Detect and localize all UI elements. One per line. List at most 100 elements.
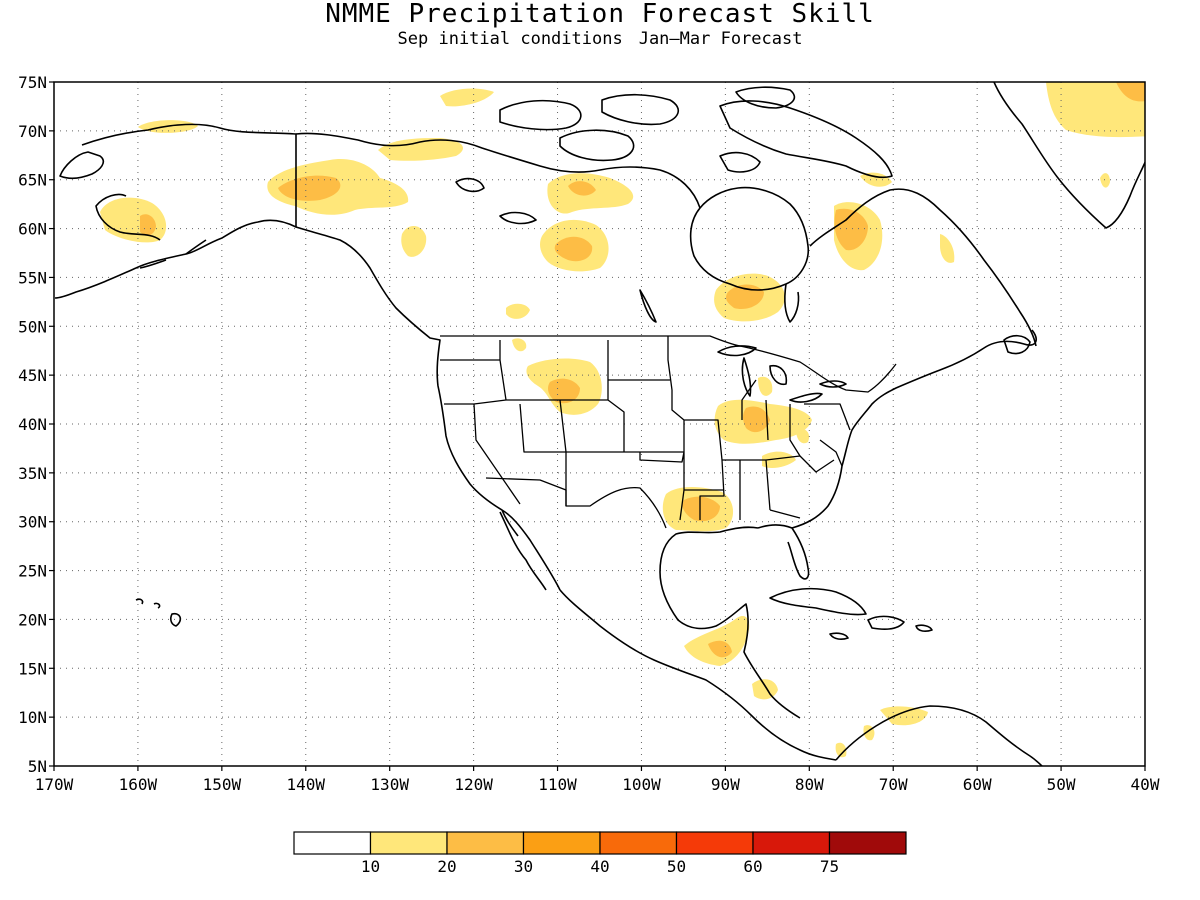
skill-region-louisiana-core <box>682 496 720 522</box>
subtitle-init: Sep initial conditions <box>397 29 623 49</box>
colorbar-label: 20 <box>437 857 456 876</box>
lat-tick-label: 55N <box>18 268 47 287</box>
lon-tick-label: 90W <box>711 775 740 794</box>
lat-tick-label: 25N <box>18 562 47 581</box>
coast-florida <box>757 465 843 580</box>
coast-puerto-rico <box>915 624 933 632</box>
lake-superior <box>717 345 757 357</box>
coast-south-america <box>835 705 1044 766</box>
coast-arctic-islands-a <box>499 99 582 131</box>
coast-arctic-islands-b <box>601 93 680 126</box>
lat-tick-label: 20N <box>18 610 47 629</box>
coastlines <box>54 82 1145 766</box>
lon-tick-label: 120W <box>454 775 493 794</box>
lon-tick-label: 80W <box>795 775 824 794</box>
skill-region-saskatchewan-core <box>554 236 593 262</box>
lon-tick-label: 60W <box>963 775 992 794</box>
lake-erie <box>789 392 823 403</box>
coast-jamaica <box>829 632 849 640</box>
lat-tick-label: 65N <box>18 171 47 190</box>
map-subtitle: Sep initial conditions Jan—Mar Forecast <box>0 29 1200 49</box>
skill-region-montana-core <box>548 378 580 404</box>
skill-region-labrador <box>940 234 955 263</box>
colorbar-label: 75 <box>820 857 839 876</box>
coast-baffin <box>719 100 893 179</box>
political-borders <box>440 335 897 529</box>
colorbar-label: 10 <box>361 857 380 876</box>
great-bear-lake <box>455 177 485 193</box>
skill-region-tennessee <box>762 451 796 468</box>
skill-region-kentucky <box>796 428 810 444</box>
skill-region-greenland-east <box>1100 173 1110 188</box>
lat-tick-label: 70N <box>18 122 47 141</box>
coast-pacific-northwest <box>295 226 561 591</box>
subtitle-forecast: Jan—Mar Forecast <box>638 29 803 49</box>
skill-region-michigan <box>758 376 773 396</box>
lat-lon-grid <box>54 82 1145 766</box>
lon-tick-label: 160W <box>119 775 158 794</box>
lon-tick-label: 50W <box>1047 775 1076 794</box>
skill-region-nwt <box>378 138 463 161</box>
colorbar-swatch <box>522 831 601 855</box>
lon-tick-label: 70W <box>879 775 908 794</box>
lat-tick-label: 35N <box>18 464 47 483</box>
lat-tick-label: 60N <box>18 220 47 239</box>
coast-hispaniola <box>867 615 905 630</box>
skill-region-alaska-core <box>140 214 156 236</box>
skill-region-colombia <box>835 742 847 758</box>
skill-region-greenland-core <box>1116 82 1145 102</box>
skill-region-nicaragua <box>752 679 778 700</box>
great-slave-lake <box>499 211 537 225</box>
skill-region-greenland <box>1046 82 1145 138</box>
coast-newfoundland <box>1003 334 1031 355</box>
colorbar-swatch <box>369 831 448 855</box>
lon-tick-label: 150W <box>203 775 242 794</box>
colorbar-swatch <box>752 831 831 855</box>
skill-region-nunavut-core <box>568 181 596 196</box>
coast-victoria-island <box>559 129 635 162</box>
skill-region-yukon-core <box>278 175 341 201</box>
lat-tick-label: 15N <box>18 659 47 678</box>
coast-gulf <box>659 526 801 719</box>
coast-james-bay <box>784 283 800 323</box>
coast-greenland <box>993 82 1145 229</box>
coast-hawaii <box>135 598 182 627</box>
lat-tick-label: 5N <box>28 757 47 776</box>
skill-region-quebec-core <box>834 208 868 251</box>
lat-tick-label: 40N <box>18 415 47 434</box>
colorbar-label: 60 <box>743 857 762 876</box>
colorbar-label: 30 <box>514 857 533 876</box>
lake-ontario <box>819 380 847 388</box>
colorbar-swatch <box>828 831 907 855</box>
colorbar-swatch <box>446 831 525 855</box>
colorbar-swatch <box>599 831 678 855</box>
lat-tick-label: 50N <box>18 317 47 336</box>
lat-tick-label: 10N <box>18 708 47 727</box>
coast-ellesmere <box>735 86 796 109</box>
lon-tick-label: 100W <box>622 775 661 794</box>
border-us-mexico <box>485 477 667 529</box>
coast-southampton <box>719 151 761 173</box>
skill-region-idaho <box>512 338 527 352</box>
longitude-labels: 170W 160W 150W 140W 130W 120W 110W 100W 90W 80W 70… <box>35 775 1160 794</box>
lake-winnipeg <box>639 289 657 323</box>
lat-tick-label: 30N <box>18 513 47 532</box>
lat-tick-label: 45N <box>18 366 47 385</box>
colorbar-swatch <box>675 831 754 855</box>
lon-tick-label: 40W <box>1131 775 1160 794</box>
coast-cuba <box>769 587 867 616</box>
lake-huron <box>769 364 788 386</box>
coast-baja <box>499 509 547 591</box>
skill-region-alaska <box>100 197 167 243</box>
skill-region-arctic-top <box>440 88 494 107</box>
colorbar-label: 50 <box>667 857 686 876</box>
skill-region-ohio-core <box>743 406 770 433</box>
skill-region-venezuela <box>880 706 928 726</box>
skill-shading <box>100 82 1145 758</box>
coast-alaska-islands <box>139 239 207 269</box>
colorbar-swatch <box>293 831 372 855</box>
coast-alaska <box>54 123 297 299</box>
axis-ticks <box>49 81 1146 771</box>
latitude-labels: 5N 10N 15N 20N 25N 30N 35N 40N 45N 50N 55N 60N 65N 70… <box>18 73 47 776</box>
